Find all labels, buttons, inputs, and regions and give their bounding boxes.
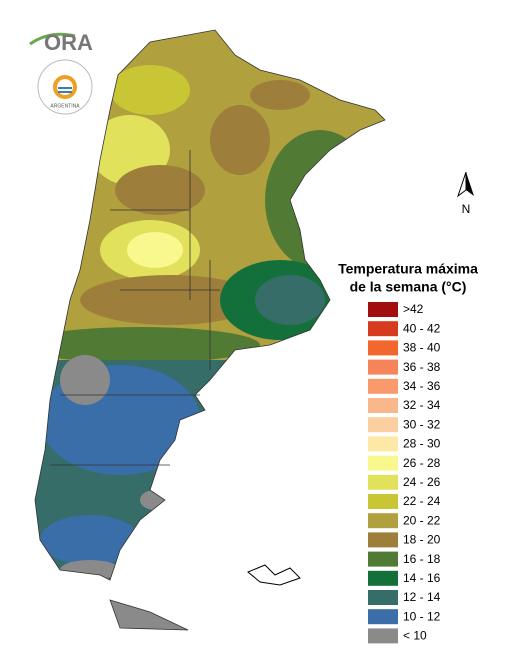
legend-label: 36 - 38 bbox=[403, 360, 441, 374]
tierra-del-fuego bbox=[109, 599, 189, 631]
malvinas bbox=[247, 564, 301, 586]
temperature-zone bbox=[110, 65, 190, 115]
temperature-zone bbox=[115, 165, 205, 215]
legend-swatch bbox=[368, 590, 398, 605]
legend-label: 38 - 40 bbox=[403, 341, 441, 355]
logo: ORA ARGENTINA bbox=[29, 30, 93, 115]
legend-label: 22 - 24 bbox=[403, 494, 441, 508]
temperature-zone bbox=[210, 105, 270, 175]
north-label: N bbox=[462, 202, 471, 216]
legend-label: 28 - 30 bbox=[403, 437, 441, 451]
legend-label: < 10 bbox=[403, 629, 427, 643]
legend-label: 18 - 20 bbox=[403, 533, 441, 547]
legend-swatch bbox=[368, 340, 398, 356]
legend-swatch bbox=[368, 474, 398, 490]
logo-country: ARGENTINA bbox=[50, 103, 80, 109]
legend-swatch bbox=[368, 436, 398, 452]
legend-label: 26 - 28 bbox=[403, 456, 441, 470]
north-arrow bbox=[466, 172, 474, 196]
temperature-zone bbox=[35, 327, 260, 363]
legend-swatch bbox=[368, 321, 398, 337]
legend-swatch bbox=[368, 513, 398, 529]
legend-label: 10 - 12 bbox=[403, 609, 441, 623]
legend-swatch bbox=[368, 398, 398, 413]
legend-swatch bbox=[368, 455, 398, 471]
legend-label: 24 - 26 bbox=[403, 475, 441, 489]
legend-swatch bbox=[368, 302, 398, 317]
legend-label: 40 - 42 bbox=[403, 321, 441, 335]
legend-swatch bbox=[368, 359, 398, 375]
legend-swatch bbox=[368, 494, 398, 509]
legend-title: Temperatura máxima bbox=[338, 261, 478, 277]
legend-label: 34 - 36 bbox=[403, 379, 441, 393]
temperature-zone bbox=[60, 355, 110, 405]
temperature-zone bbox=[127, 232, 183, 268]
legend-label: 14 - 16 bbox=[403, 571, 441, 585]
legend-title: de la semana (°C) bbox=[350, 279, 467, 295]
temperature-zone bbox=[250, 80, 310, 110]
legend-label: 20 - 22 bbox=[403, 513, 441, 527]
legend-label: 32 - 34 bbox=[403, 398, 441, 412]
temperature-zone bbox=[40, 515, 140, 565]
legend-swatch bbox=[368, 417, 398, 433]
legend-swatch bbox=[368, 551, 398, 567]
north-arrow bbox=[457, 171, 467, 198]
legend-swatch bbox=[368, 378, 398, 394]
temperature-zone bbox=[265, 130, 375, 270]
temperature-zone bbox=[80, 275, 260, 325]
province-borders bbox=[50, 150, 220, 466]
legend-swatch bbox=[368, 570, 398, 586]
legend-label: 30 - 32 bbox=[403, 417, 441, 431]
temperature-zone bbox=[255, 275, 325, 325]
legend-label: 12 - 14 bbox=[403, 590, 441, 604]
logo-name: ORA bbox=[44, 30, 93, 55]
legend-swatch bbox=[368, 628, 398, 644]
legend-label: >42 bbox=[403, 302, 424, 316]
legend-swatch bbox=[368, 609, 398, 625]
legend-swatch bbox=[368, 532, 398, 548]
legend-label: 16 - 18 bbox=[403, 552, 441, 566]
legend: Temperatura máxima de la semana (°C) >42 40… bbox=[338, 261, 478, 644]
